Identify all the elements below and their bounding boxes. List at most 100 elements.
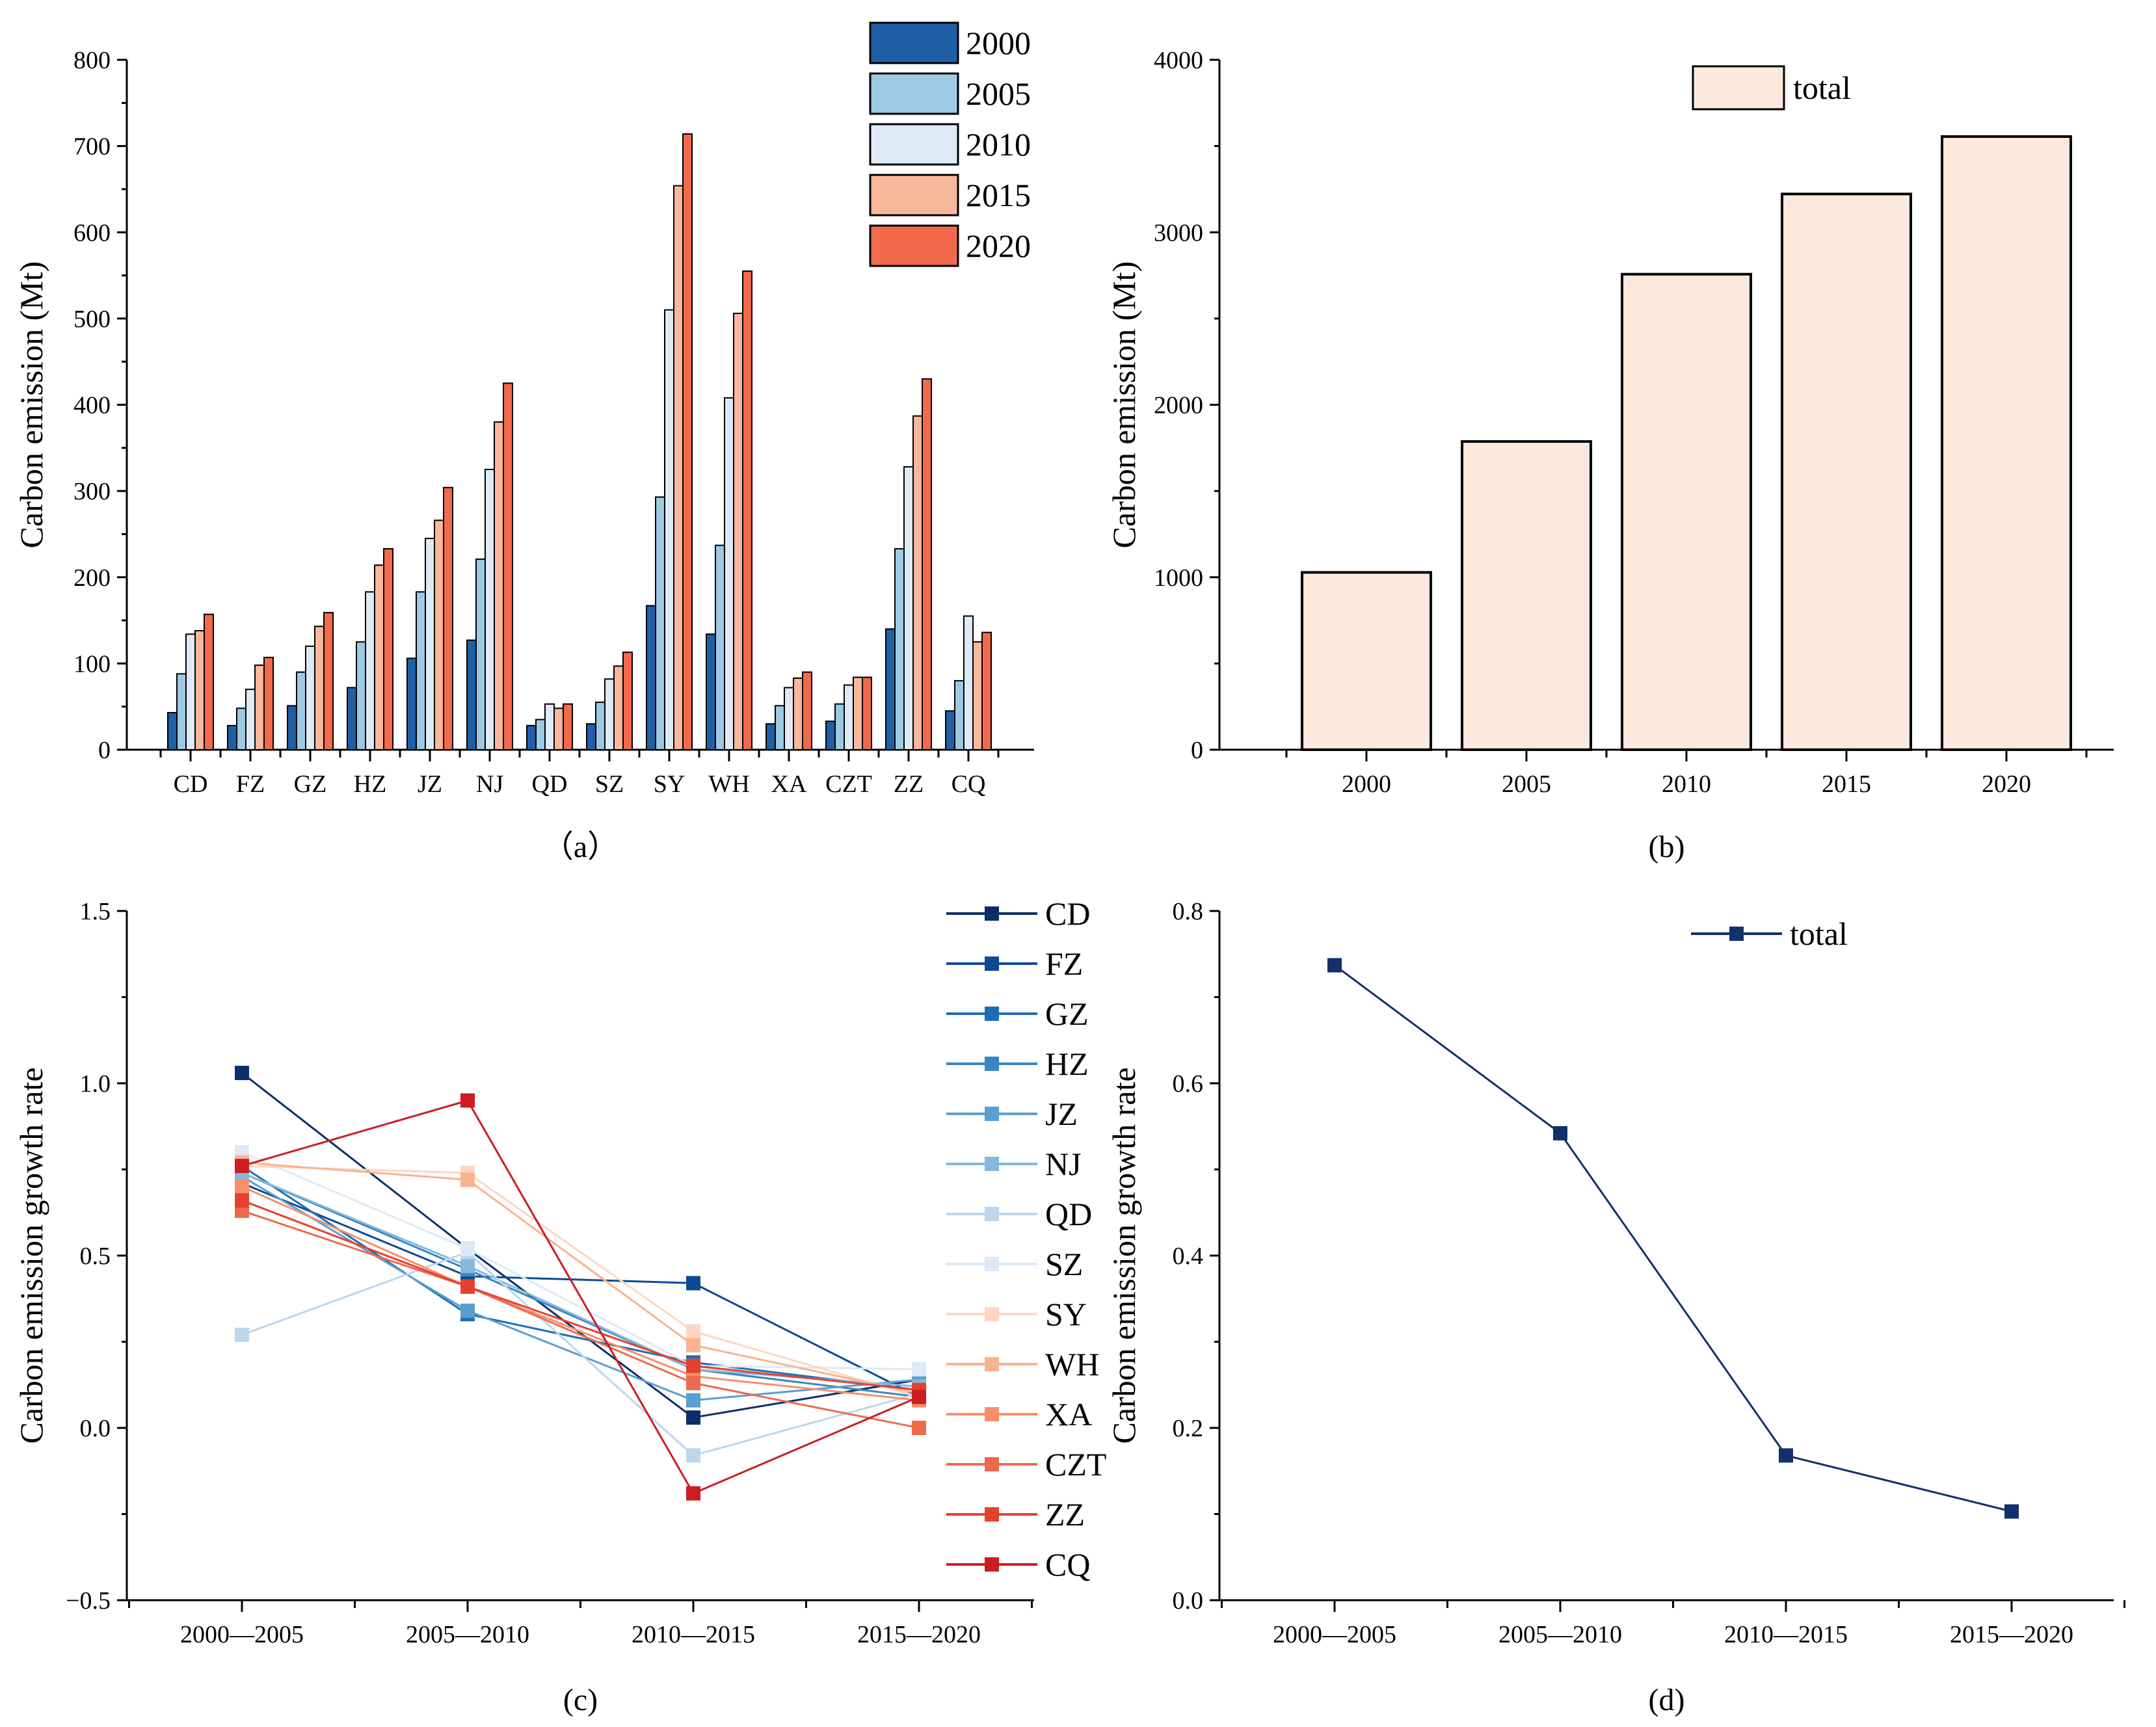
y-tick-label: 0 — [1191, 737, 1203, 764]
bar-2020-CQ — [981, 631, 992, 750]
y-tick-label: 100 — [73, 650, 111, 678]
bar-2000-SY — [646, 605, 656, 750]
bar-2010-SZ — [604, 678, 615, 751]
bar-2005-WH — [715, 544, 725, 751]
series-line-XA — [241, 1185, 920, 1402]
point-ZZ — [460, 1279, 475, 1294]
bar-2010-JZ — [425, 538, 435, 750]
series-line-HZ — [241, 1172, 920, 1398]
point-SY — [686, 1324, 700, 1339]
panel-caption: (d) — [1649, 1683, 1685, 1717]
bar-2010-GZ — [305, 645, 315, 750]
y-axis-title: Carbon emission (Mt) — [13, 261, 49, 549]
series-line-FZ — [241, 1182, 920, 1398]
x-tick-label: WH — [708, 771, 749, 798]
bar-2015-HZ — [374, 564, 384, 750]
legend-marker — [985, 956, 999, 971]
bar-2020-ZZ — [922, 378, 932, 750]
bar-2000-NJ — [466, 639, 477, 750]
x-tick-label: 2005 — [1502, 771, 1551, 798]
bar-2005-SZ — [595, 702, 606, 751]
bar-2015-NJ — [494, 421, 504, 751]
legend-swatch — [869, 21, 959, 64]
panel-a-carbon-emission-by-city: 0 100 200 300 400 500 600 700 800 Carbon emission… — [13, 21, 1034, 864]
bar-total-2010 — [1621, 272, 1752, 751]
bar-2010-QD — [544, 703, 555, 750]
bar-2005-SY — [655, 496, 665, 750]
legend-marker — [985, 1407, 999, 1421]
x-tick-label: GZ — [294, 771, 327, 798]
legend-swatch — [1692, 65, 1785, 111]
y-tick-label: 200 — [73, 564, 111, 592]
x-tick-label: HZ — [354, 771, 387, 798]
point-QD — [686, 1448, 700, 1463]
legend-marker — [985, 1457, 999, 1471]
x-tick-label: 2015—2020 — [1950, 1621, 2073, 1648]
y-tick-label: 300 — [73, 478, 111, 505]
bar-2000-XA — [765, 723, 776, 751]
x-tick-label: JZ — [418, 771, 442, 798]
series-line-CZT — [241, 1209, 920, 1429]
panel-d-total-growth-rate: 0.0 0.2 0.4 0.6 0.8 Carbon emission growth ra… — [1106, 898, 2125, 1717]
panel-caption: (c) — [563, 1683, 598, 1717]
bar-2020-CZT — [862, 676, 872, 750]
point-QD — [235, 1327, 249, 1342]
bar-2000-CQ — [945, 710, 955, 750]
y-tick-label: 4000 — [1154, 47, 1203, 74]
x-tick-label: 2010—2015 — [632, 1621, 755, 1648]
bar-2020-QD — [563, 703, 573, 750]
y-tick-label: 0.0 — [80, 1415, 111, 1442]
bar-2020-GZ — [323, 612, 334, 750]
bar-2020-WH — [742, 270, 752, 750]
bar-2005-QD — [535, 718, 546, 751]
bar-2020-SZ — [622, 652, 633, 750]
bar-2015-JZ — [434, 520, 444, 751]
bar-2000-CD — [167, 711, 178, 750]
point-ZZ — [686, 1358, 700, 1373]
y-tick-label: 0.6 — [1173, 1070, 1204, 1098]
bar-2000-ZZ — [885, 628, 896, 751]
bar-2015-CQ — [972, 641, 983, 750]
point-CZT — [686, 1376, 700, 1391]
legend-marker — [985, 1357, 999, 1371]
bar-2000-HZ — [347, 687, 357, 751]
bar-2015-GZ — [314, 626, 325, 750]
x-tick-label: 2000—2005 — [1273, 1621, 1396, 1648]
y-tick-label: 2000 — [1154, 392, 1203, 419]
point-total — [1327, 958, 1342, 973]
legend-label: JZ — [1045, 1096, 1078, 1132]
panel-c-city-growth-rate: −0.5 0.0 0.5 1.0 1.5 Carbon emission growth r… — [13, 895, 1106, 1717]
legend-label: 2010 — [966, 126, 1031, 163]
x-tick-label: CQ — [952, 771, 986, 798]
series-line-SZ — [241, 1151, 920, 1371]
legend-marker — [985, 1207, 999, 1221]
legend-label: NJ — [1045, 1146, 1082, 1182]
x-tick-label: CD — [174, 771, 208, 798]
bar-2010-WH — [724, 397, 734, 750]
bar-2020-XA — [802, 671, 812, 750]
legend-marker — [985, 1307, 999, 1321]
x-tick-label: CZT — [825, 771, 872, 798]
bar-2015-XA — [793, 677, 803, 751]
legend-marker — [985, 1507, 999, 1522]
point-CZT — [912, 1421, 926, 1435]
bar-2005-HZ — [356, 641, 366, 750]
bar-2005-CD — [176, 673, 187, 751]
legend-label: 2000 — [966, 25, 1031, 61]
y-tick-label: −0.5 — [66, 1587, 111, 1615]
y-tick-label: 0.2 — [1173, 1415, 1204, 1442]
series-line-WH — [241, 1161, 920, 1395]
x-tick-label: 2015—2020 — [857, 1621, 981, 1648]
y-tick-label: 800 — [73, 47, 111, 74]
legend-swatch — [869, 72, 959, 115]
bar-2010-CZT — [844, 684, 854, 750]
legend-label: HZ — [1045, 1046, 1089, 1082]
x-tick-label: ZZ — [894, 771, 924, 798]
series-line-CD — [241, 1072, 920, 1419]
x-tick-label: SY — [654, 771, 685, 798]
y-tick-label: 1000 — [1154, 564, 1203, 592]
point-WH — [460, 1172, 475, 1187]
bar-total-2020 — [1941, 135, 2072, 751]
legend-marker — [1729, 927, 1744, 941]
y-tick-label: 0.8 — [1173, 898, 1204, 925]
